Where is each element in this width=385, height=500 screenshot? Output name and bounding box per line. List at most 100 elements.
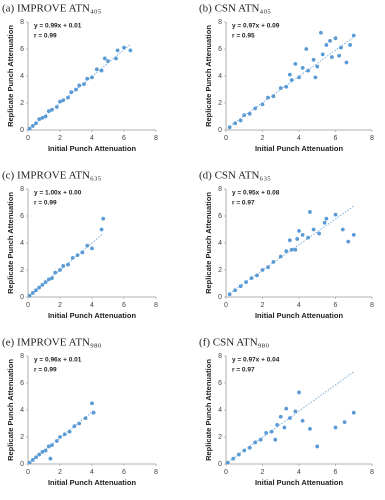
point (99, 227, 104, 232)
x-tick-label: 2 (58, 302, 62, 309)
x-axis-label: Initial Punch Attenuation (255, 144, 343, 153)
point (295, 237, 300, 241)
y-tick-label: 2 (218, 434, 222, 441)
annotation: y = 0.99x + 0.01 (34, 23, 82, 30)
point (297, 390, 301, 395)
point (77, 421, 82, 426)
point (311, 227, 316, 232)
y-tick-label: 2 (218, 100, 222, 107)
y-tick-label: 6 (218, 46, 222, 53)
point (315, 64, 320, 69)
panel-title: (f) CSN ATN₉₈₀ (199, 337, 269, 349)
point (284, 84, 289, 89)
x-axis-label: Initial Punch Attenuation (255, 478, 343, 487)
point (287, 238, 292, 243)
y-tick-label: 4 (218, 73, 222, 80)
x-axis-label: Initial Punch Attenuation (48, 144, 136, 153)
x-tick-label: 4 (90, 469, 94, 476)
y-tick-label: 6 (20, 213, 24, 220)
x-tick-label: 6 (122, 302, 126, 309)
point (319, 30, 323, 35)
point (287, 72, 292, 77)
point (271, 260, 276, 264)
point (225, 460, 230, 465)
x-tick-label: 0 (26, 302, 30, 309)
point (342, 420, 347, 425)
y-tick-label: 4 (20, 73, 24, 80)
point (94, 67, 99, 72)
point (80, 250, 85, 255)
point (284, 249, 289, 254)
point (337, 53, 342, 58)
point (58, 99, 62, 104)
point (61, 264, 66, 268)
y-axis-label: Replicate Punch Attenuation (6, 192, 15, 294)
point (48, 456, 53, 461)
point (58, 435, 62, 439)
point (282, 425, 287, 430)
panel-title: (c) IMPROVE ATN₆₃₅ (2, 170, 102, 182)
point (351, 33, 356, 38)
y-tick-label: 6 (20, 46, 24, 53)
point (300, 66, 305, 70)
y-tick-label: 0 (218, 461, 222, 468)
point (258, 437, 263, 442)
point (46, 444, 51, 449)
point (351, 410, 356, 415)
point (90, 401, 94, 406)
point (315, 444, 320, 449)
y-tick-label: 2 (20, 267, 24, 274)
annotation: r = 0.99 (34, 367, 57, 374)
y-tick-label: 8 (20, 19, 24, 26)
y-tick-label: 0 (218, 127, 222, 134)
point (351, 233, 356, 237)
point (346, 239, 351, 244)
annotation: r = 0.97 (232, 200, 255, 207)
fit-line (229, 36, 354, 127)
x-axis-label: Initial Punch Attenuation (255, 311, 343, 320)
fit-line (29, 233, 104, 296)
y-tick-label: 4 (20, 407, 24, 414)
y-axis-label: Replicate Punch Attenuation (204, 25, 213, 127)
y-tick-label: 4 (218, 407, 222, 414)
y-axis-label: Replicate Punch Attenuation (6, 359, 15, 461)
point (320, 52, 325, 57)
y-tick-label: 6 (20, 380, 24, 387)
x-tick-label: 8 (370, 302, 374, 309)
point (102, 56, 107, 61)
y-tick-label: 0 (20, 294, 24, 301)
point (293, 247, 298, 252)
point (266, 265, 270, 270)
panel-title: (d) CSN ATN₆₃₅ (199, 170, 271, 182)
y-tick-label: 4 (218, 240, 222, 247)
point (308, 427, 312, 431)
point (247, 445, 252, 450)
point (90, 75, 94, 80)
point (328, 39, 332, 43)
point (238, 284, 243, 289)
y-tick-label: 2 (218, 267, 222, 274)
x-tick-label: 4 (297, 469, 301, 476)
annotation: y = 1.00x + 0.00 (34, 190, 82, 197)
point (273, 437, 278, 442)
x-tick-label: 0 (224, 302, 228, 309)
point (50, 443, 54, 447)
annotation: r = 0.95 (232, 33, 255, 40)
annotation: y = 0.97x + 0.09 (232, 23, 280, 30)
fit-line (229, 205, 354, 294)
point (43, 448, 48, 453)
point (333, 212, 338, 217)
x-tick-label: 0 (224, 135, 228, 142)
point (311, 57, 316, 62)
point (324, 43, 329, 47)
point (308, 210, 312, 214)
point (101, 216, 106, 221)
point (284, 406, 289, 411)
x-tick-label: 6 (334, 302, 338, 309)
x-tick-label: 4 (90, 302, 94, 309)
y-tick-label: 0 (20, 127, 24, 134)
y-tick-label: 8 (218, 186, 222, 193)
point (233, 121, 238, 126)
point (306, 235, 311, 240)
x-tick-label: 0 (26, 135, 30, 142)
